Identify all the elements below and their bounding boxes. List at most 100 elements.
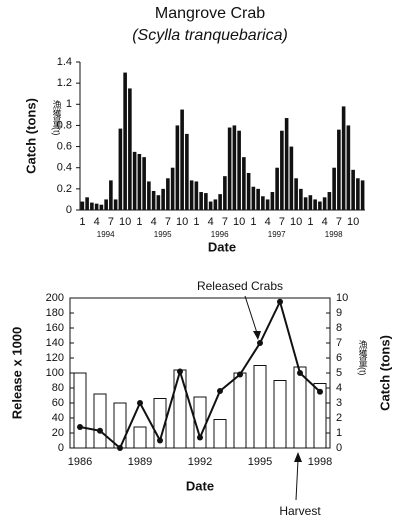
bar <box>313 199 317 210</box>
x-tick-label: 4 <box>151 216 157 228</box>
x-tick-label: 10 <box>233 216 245 228</box>
y-tick-label: 1.4 <box>57 56 72 68</box>
point <box>77 424 83 430</box>
bar <box>322 197 327 210</box>
bar <box>128 88 132 210</box>
bar <box>232 125 237 210</box>
bar <box>289 146 294 210</box>
bar <box>166 178 170 210</box>
bar <box>142 157 146 210</box>
bar <box>170 167 175 210</box>
bar <box>280 130 284 210</box>
y-tick-label: 0.2 <box>57 183 72 195</box>
y-tick-label: 180 <box>46 307 64 319</box>
x-tick-label: 10 <box>290 216 302 228</box>
point <box>237 371 243 378</box>
bar <box>227 127 232 210</box>
bar <box>118 128 123 210</box>
y2-tick-label: 1 <box>336 427 342 439</box>
y-tick-label: 0.8 <box>57 119 72 131</box>
x-tick-label: 7 <box>222 216 228 228</box>
bar <box>337 129 341 210</box>
point <box>157 437 163 444</box>
x-group-label: 1997 <box>268 230 286 239</box>
chart-subtitle: (Scylla tranquebarica) <box>132 27 288 44</box>
bar <box>132 151 137 210</box>
y-tick-label: 20 <box>52 427 64 439</box>
bar <box>253 365 267 449</box>
bar <box>185 133 189 210</box>
y-tick-label: 120 <box>46 352 64 364</box>
y-tick-label: 0 <box>66 204 72 216</box>
bar <box>360 180 365 210</box>
point <box>217 388 223 394</box>
y-axis-label: Release x 1000 <box>9 327 24 420</box>
y-tick-label: 140 <box>46 337 64 349</box>
bar <box>123 72 127 210</box>
bar <box>156 195 161 210</box>
bar <box>318 201 322 210</box>
bar <box>151 190 156 210</box>
y2-axis-label-cn: 漁獲量(t) <box>358 339 368 376</box>
bar <box>173 369 187 449</box>
bar <box>332 167 336 210</box>
x-group-label: 1994 <box>97 230 115 239</box>
point <box>137 400 143 406</box>
bar <box>313 383 327 449</box>
bar <box>223 176 227 210</box>
x-tick-label: 10 <box>347 216 359 228</box>
y-tick-label: 0 <box>58 442 64 454</box>
y-tick-label: 0.4 <box>57 162 72 174</box>
arrow <box>244 295 259 337</box>
bar <box>93 393 107 449</box>
x-group-label: 1995 <box>154 230 172 239</box>
x-tick-label: 10 <box>119 216 131 228</box>
bar <box>275 167 279 210</box>
x-tick-label: 1 <box>307 216 313 228</box>
bar <box>175 125 180 210</box>
arrow <box>295 459 299 501</box>
bar <box>270 192 275 210</box>
bar <box>237 130 241 210</box>
bar <box>147 181 151 210</box>
bar <box>242 157 246 210</box>
bar <box>113 199 118 210</box>
bar <box>189 180 194 210</box>
point <box>117 445 123 451</box>
bar <box>273 380 287 449</box>
y2-tick-label: 3 <box>336 397 342 409</box>
bar <box>104 199 108 210</box>
point <box>317 388 323 395</box>
point <box>257 340 263 346</box>
x-tick-label: 1998 <box>308 456 332 468</box>
bar <box>265 199 270 210</box>
bar <box>308 195 313 210</box>
bar <box>113 402 127 449</box>
arrow-head <box>253 331 261 340</box>
y-tick-label: 1 <box>66 98 72 110</box>
y2-tick-label: 2 <box>336 412 342 424</box>
y-tick-label: 60 <box>52 397 64 409</box>
point <box>277 298 283 305</box>
y2-tick-label: 5 <box>336 367 342 379</box>
x-tick-label: 1986 <box>68 456 92 468</box>
x-tick-label: 1 <box>79 216 85 228</box>
y-tick-label: 160 <box>46 322 64 334</box>
x-tick-label: 10 <box>176 216 188 228</box>
y2-tick-label: 9 <box>336 307 342 319</box>
bar <box>199 192 203 210</box>
bar <box>261 196 265 210</box>
annotation: Released Crabs <box>197 279 283 293</box>
x-tick-label: 1989 <box>128 456 152 468</box>
x-group-label: 1996 <box>211 230 229 239</box>
y-axis-label: Catch (tons) <box>23 98 38 174</box>
x-tick-label: 7 <box>336 216 342 228</box>
bar <box>251 186 256 210</box>
bar <box>346 125 351 210</box>
bar <box>294 178 298 210</box>
point <box>177 368 183 375</box>
bar <box>327 192 332 210</box>
x-tick-label: 1 <box>193 216 199 228</box>
bar <box>109 180 113 210</box>
